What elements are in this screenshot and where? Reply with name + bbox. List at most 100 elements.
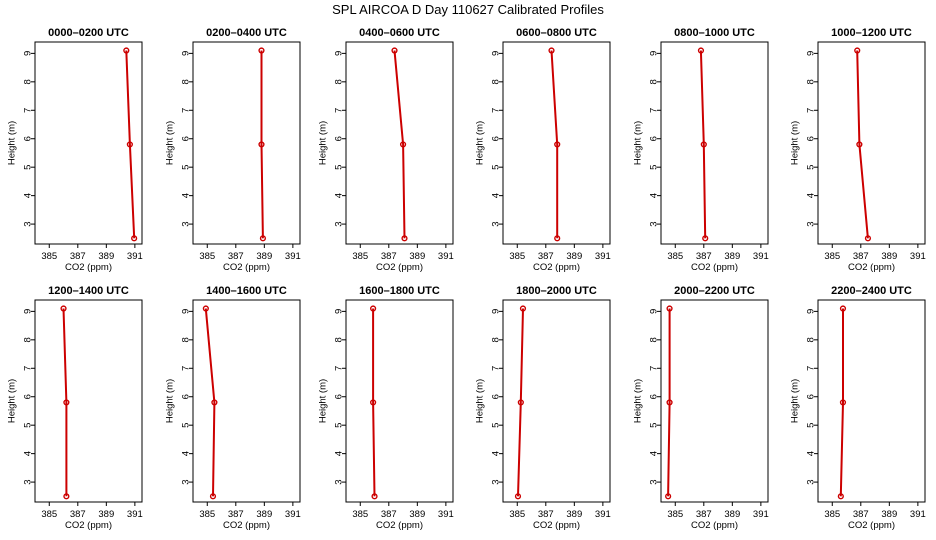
profile-point (63, 493, 70, 500)
y-axis-label: Height (m) (6, 121, 17, 165)
x-tick-label: 387 (228, 251, 244, 262)
x-tick-label: 389 (566, 509, 582, 520)
panel-title: 0600–0800 UTC (516, 27, 597, 39)
x-tick-label: 387 (70, 251, 86, 262)
panel-title: 1400–1600 UTC (206, 285, 287, 297)
profile-point (514, 493, 522, 500)
y-axis-label: Height (m) (789, 121, 800, 165)
plot-frame (345, 41, 454, 245)
profile-point (370, 399, 377, 406)
profile-point (391, 47, 398, 54)
y-tick-label: 4 (180, 193, 191, 198)
panel-title: 2200–2400 UTC (831, 285, 912, 297)
y-tick-label: 3 (490, 221, 501, 226)
y-tick-label: 9 (22, 309, 33, 314)
y-tick-label: 3 (805, 221, 816, 226)
y-tick-label: 3 (180, 479, 191, 484)
profile-point (837, 493, 844, 500)
profile-point (700, 141, 707, 148)
x-tick-label: 389 (409, 509, 425, 520)
profile-line (204, 308, 216, 497)
profile-point (63, 399, 70, 406)
x-tick-label: 389 (881, 509, 897, 520)
x-axis-label: CO2 (ppm) (533, 262, 580, 273)
y-axis-label: Height (m) (317, 379, 328, 423)
y-tick-label: 4 (333, 451, 344, 456)
y-tick-label: 6 (333, 394, 344, 399)
y-tick-label: 7 (648, 366, 659, 371)
x-axis-label: CO2 (ppm) (223, 262, 270, 273)
profile-point (211, 399, 218, 406)
plot-frame (660, 41, 769, 245)
y-tick-label: 4 (805, 451, 816, 456)
panel-4: 0600–0800 UTC 385 387 389 391 CO2 (ppm) 3 4 5 6 7 8… (474, 27, 610, 273)
x-axis-label: CO2 (ppm) (65, 262, 112, 273)
plot-frame (345, 299, 454, 503)
y-axis-label: Height (m) (164, 121, 175, 165)
x-tick-label: 385 (509, 509, 525, 520)
y-axis-label: Height (m) (317, 121, 328, 165)
y-tick-label: 7 (22, 366, 33, 371)
panel-title: 0200–0400 UTC (206, 27, 287, 39)
x-tick-label: 389 (409, 251, 425, 262)
profile-point (399, 141, 407, 148)
profile-point (259, 235, 267, 242)
profile-point (864, 235, 872, 242)
panel-7: 1200–1400 UTC 385 387 389 391 CO2 (ppm) 3 4 5 6 7 8… (6, 285, 142, 531)
profile-line (260, 50, 264, 239)
y-tick-label: 4 (333, 193, 344, 198)
y-tick-label: 8 (180, 337, 191, 342)
panel-8: 1400–1600 UTC 385 387 389 391 CO2 (ppm) 3 4 5 6 7 8… (164, 285, 300, 531)
y-tick-label: 6 (805, 394, 816, 399)
y-tick-label: 9 (805, 309, 816, 314)
y-axis-label: Height (m) (474, 121, 485, 165)
x-tick-label: 387 (228, 509, 244, 520)
profile-point (126, 141, 133, 148)
plot-frame (660, 299, 769, 503)
profile-line (393, 50, 406, 239)
x-tick-label: 387 (853, 509, 869, 520)
y-tick-label: 6 (180, 136, 191, 141)
chart-title: SPL AIRCOA D Day 110627 Calibrated Profi… (332, 2, 604, 17)
panel-title: 2000–2200 UTC (674, 285, 755, 297)
y-tick-label: 8 (490, 337, 501, 342)
profile-point (370, 305, 377, 312)
y-axis-label: Height (m) (632, 379, 643, 423)
profile-line (699, 50, 707, 239)
y-tick-label: 9 (490, 51, 501, 56)
y-tick-label: 8 (22, 337, 33, 342)
y-tick-label: 8 (805, 337, 816, 342)
profile-line (517, 308, 524, 497)
y-tick-label: 6 (648, 136, 659, 141)
profile-point (371, 493, 378, 500)
y-axis-label: Height (m) (474, 379, 485, 423)
x-tick-label: 389 (881, 251, 897, 262)
x-tick-label: 389 (724, 251, 740, 262)
y-tick-label: 7 (490, 108, 501, 113)
panel-12: 2200–2400 UTC 385 387 389 391 CO2 (ppm) 3 4 5 6 7 8… (789, 285, 925, 531)
x-tick-label: 387 (381, 509, 397, 520)
y-tick-label: 7 (180, 366, 191, 371)
y-tick-label: 4 (648, 193, 659, 198)
y-axis-label: Height (m) (164, 379, 175, 423)
y-tick-label: 4 (180, 451, 191, 456)
x-axis-label: CO2 (ppm) (848, 520, 895, 531)
plot-frame (817, 41, 926, 245)
panel-9: 1600–1800 UTC 385 387 389 391 CO2 (ppm) 3 4 5 6 7 8… (317, 285, 453, 531)
y-tick-label: 8 (180, 79, 191, 84)
x-tick-label: 391 (595, 251, 611, 262)
profile-line (372, 308, 376, 497)
panel-3: 0400–0600 UTC 385 387 389 391 CO2 (ppm) 3 4 5 6 7 8… (317, 27, 453, 273)
profile-point (665, 493, 672, 500)
y-tick-label: 6 (333, 136, 344, 141)
x-tick-label: 387 (696, 251, 712, 262)
profile-point (666, 399, 673, 406)
profile-point (839, 305, 847, 312)
y-tick-label: 6 (22, 394, 33, 399)
profile-point (202, 305, 209, 312)
profile-line (550, 50, 559, 239)
y-tick-label: 5 (180, 165, 191, 170)
x-tick-label: 391 (127, 251, 143, 262)
x-tick-label: 385 (352, 251, 368, 262)
panel-10: 1800–2000 UTC 385 387 389 391 CO2 (ppm) 3 4 5 6 7 8… (474, 285, 610, 531)
